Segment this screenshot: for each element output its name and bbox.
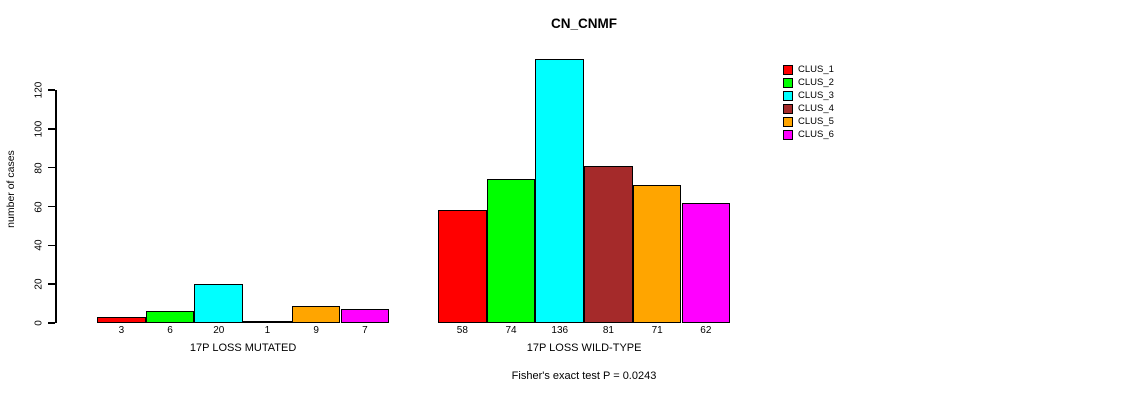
y-tick-label: 100 <box>33 120 45 138</box>
y-axis-line <box>55 90 57 323</box>
annotation-fishers-test: Fisher's exact test P = 0.0243 <box>511 370 657 382</box>
y-tick-label: 120 <box>33 81 45 99</box>
bar-value-label: 3 <box>118 325 125 336</box>
y-tick-mark <box>48 89 55 91</box>
x-group-label-2: 17P LOSS WILD-TYPE <box>526 342 642 354</box>
bar-clus_2-group1 <box>145 311 195 323</box>
legend-swatch-clus_3 <box>783 90 793 101</box>
y-tick-mark <box>48 205 55 208</box>
legend-label-clus_1: CLUS_1 <box>798 63 834 75</box>
bar-value-label: 9 <box>313 325 319 336</box>
y-tick-label: 80 <box>33 162 45 174</box>
bar-clus_6-group2 <box>681 202 731 323</box>
bar-value-label: 7 <box>362 325 368 336</box>
y-tick-label: 20 <box>33 278 45 290</box>
y-tick-mark <box>48 166 55 169</box>
bar-value-label: 62 <box>700 325 712 336</box>
legend-label-clus_2: CLUS_2 <box>798 76 834 88</box>
y-tick-mark <box>48 128 55 130</box>
y-axis-title: number of cases <box>5 150 17 228</box>
bar-clus_4-group2 <box>584 165 633 323</box>
bar-clus_3-group1 <box>194 284 244 323</box>
y-tick-mark <box>48 283 55 285</box>
bar-clus_1-group2 <box>438 210 487 323</box>
bar-clus_5-group2 <box>632 185 682 323</box>
legend-swatch-clus_2 <box>783 77 793 88</box>
bar-value-label: 81 <box>602 325 614 336</box>
bar-value-label: 1 <box>264 325 271 336</box>
legend-swatch-clus_6 <box>783 130 793 140</box>
legend-swatch-clus_1 <box>783 64 793 75</box>
y-tick-mark <box>48 244 55 247</box>
legend-swatch-clus_4 <box>783 103 793 114</box>
legend-label-clus_4: CLUS_4 <box>798 102 834 114</box>
bar-value-label: 20 <box>213 325 225 336</box>
y-tick-mark <box>48 322 55 324</box>
y-tick-label: 60 <box>33 200 45 213</box>
bar-value-label: 71 <box>651 325 663 336</box>
chart-title: CN_CNMF <box>551 16 617 31</box>
legend-swatch-clus_5 <box>783 116 793 127</box>
bar-value-label: 6 <box>167 325 173 336</box>
legend-label-clus_5: CLUS_5 <box>798 115 834 127</box>
bar-clus_3-group2 <box>535 58 585 323</box>
bar-value-label: 74 <box>505 325 517 336</box>
y-tick-label: 0 <box>33 320 45 326</box>
x-group-label-1: 17P LOSS MUTATED <box>189 342 297 354</box>
bar-clus_4-group1 <box>243 321 292 323</box>
bar-clus_5-group1 <box>291 305 341 323</box>
legend-label-clus_3: CLUS_3 <box>798 89 834 101</box>
bar-value-label: 58 <box>456 325 468 336</box>
bar-clus_6-group1 <box>340 309 390 323</box>
bar-value-label: 136 <box>551 325 569 336</box>
bar-clus_1-group1 <box>97 317 146 323</box>
legend-label-clus_6: CLUS_6 <box>798 129 834 140</box>
bar-clus_2-group2 <box>486 179 536 323</box>
y-tick-label: 40 <box>33 239 45 251</box>
